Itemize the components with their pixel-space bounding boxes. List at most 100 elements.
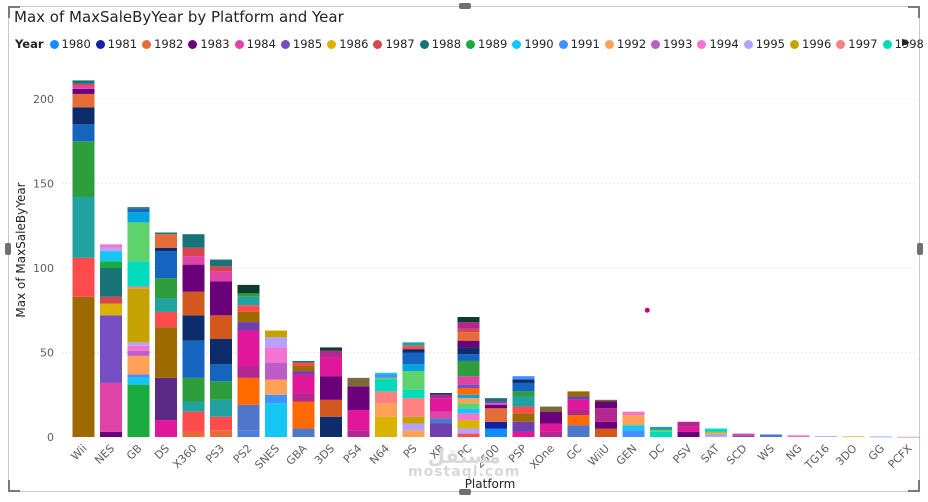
bar-segment-GBA[interactable] (292, 366, 315, 372)
bar-segment-PC[interactable] (457, 420, 480, 429)
bar-segment-PS2[interactable] (237, 377, 260, 405)
bar-segment-PSP[interactable] (512, 431, 535, 437)
bar-segment-PS[interactable] (402, 349, 425, 353)
legend-entry-1992[interactable]: 1992 (604, 37, 646, 51)
bar-segment-GC[interactable] (567, 409, 590, 416)
bar-segment-SNES[interactable] (265, 347, 287, 363)
bar-segment-X360[interactable] (182, 315, 205, 341)
bar-segment-GB[interactable] (127, 384, 150, 437)
bar-segment-PS2[interactable] (237, 322, 260, 331)
bar-segment-N64[interactable] (375, 372, 397, 375)
bar-segment-PC[interactable] (457, 384, 480, 388)
bar-segment-N64[interactable] (375, 391, 397, 404)
bar-segment-XB[interactable] (430, 394, 452, 399)
bar-segment-DS[interactable] (155, 251, 177, 279)
bar-segment-PC[interactable] (457, 340, 480, 348)
bar-segment-PC[interactable] (457, 328, 480, 333)
bar-segment-DS[interactable] (155, 327, 177, 378)
bar-segment-Wii[interactable] (72, 141, 95, 198)
bar-segment-DS[interactable] (155, 311, 177, 328)
bar-segment-GB[interactable] (127, 212, 150, 223)
bar-segment-PS4[interactable] (347, 409, 370, 431)
bar-segment-GBA[interactable] (292, 428, 315, 437)
bar-segment-PS4[interactable] (347, 377, 370, 387)
bar-segment-GB[interactable] (127, 207, 150, 209)
legend-entry-1989[interactable]: 1989 (466, 37, 507, 51)
bar-segment-2600[interactable] (485, 401, 507, 404)
bar-segment-PS2[interactable] (237, 296, 260, 306)
bar-segment-SNES[interactable] (265, 330, 287, 338)
legend-entry-1995[interactable]: 1995 (743, 37, 785, 51)
bar-segment-2600[interactable] (485, 408, 507, 422)
bar-segment-GC[interactable] (567, 391, 590, 397)
bar-segment-GBA[interactable] (292, 360, 315, 363)
bar-segment-DS[interactable] (155, 247, 177, 252)
bar-segment-PS3[interactable] (210, 416, 232, 431)
bar-segment-PS[interactable] (402, 416, 425, 424)
bar-segment-PS[interactable] (402, 398, 425, 417)
bar-segment-GEN[interactable] (622, 430, 645, 437)
bar-segment-3DS[interactable] (320, 350, 342, 358)
bar-segment-PSP[interactable] (512, 391, 535, 397)
bar-segment-PCFX[interactable] (897, 436, 920, 438)
bar-segment-GBA[interactable] (292, 362, 315, 367)
bar-segment-PS[interactable] (402, 389, 425, 399)
bar-segment-2600[interactable] (485, 428, 507, 437)
bar-segment-X360[interactable] (182, 234, 205, 248)
legend-entry-1996[interactable]: 1996 (790, 37, 831, 51)
legend-entry-1980[interactable]: 1980 (49, 37, 91, 51)
bar-segment-XOne[interactable] (540, 411, 562, 424)
bar-segment-NES[interactable] (100, 247, 122, 252)
legend-entry-1993[interactable]: 1993 (651, 37, 692, 51)
bar-segment-PS4[interactable] (347, 430, 370, 437)
bar-segment-PC[interactable] (457, 408, 480, 414)
bar-segment-Wii[interactable] (72, 83, 95, 86)
bar-segment-DS[interactable] (155, 420, 177, 437)
legend-entry-1985[interactable]: 1985 (280, 37, 322, 51)
bar-segment-XB[interactable] (430, 423, 452, 437)
bar-segment-SNES[interactable] (265, 403, 287, 437)
bar-segment-PS[interactable] (402, 345, 425, 350)
bar-segment-XOne[interactable] (540, 431, 562, 437)
bar-segment-PC[interactable] (457, 322, 480, 329)
bar-segment-GC[interactable] (567, 396, 590, 400)
bar-segment-PS3[interactable] (210, 315, 232, 339)
bar-segment-3DS[interactable] (320, 416, 342, 437)
bar-segment-DS[interactable] (155, 298, 177, 312)
bar-segment-PC[interactable] (457, 413, 480, 421)
legend-entry-1983[interactable]: 1983 (188, 37, 230, 51)
bar-segment-PC[interactable] (457, 398, 480, 404)
bar-segment-GC[interactable] (567, 415, 590, 426)
bar-segment-GB[interactable] (127, 208, 150, 213)
bar-segment-PC[interactable] (457, 354, 480, 361)
bar-segment-WiiU[interactable] (595, 428, 617, 437)
bar-segment-SAT[interactable] (705, 431, 727, 434)
bar-segment-DS[interactable] (155, 278, 177, 299)
bar-segment-PSP[interactable] (512, 379, 535, 383)
bar-segment-3DS[interactable] (320, 347, 342, 351)
bar-segment-PSP[interactable] (512, 396, 535, 407)
bar-segment-PSP[interactable] (512, 421, 535, 432)
bar-segment-X360[interactable] (182, 377, 205, 402)
bar-segment-PS[interactable] (402, 364, 425, 372)
bar-segment-Wii[interactable] (72, 80, 95, 84)
bar-segment-NES[interactable] (100, 261, 122, 268)
bar-segment-XB[interactable] (430, 411, 452, 419)
bar-segment-X360[interactable] (182, 411, 205, 432)
bar-segment-SCD[interactable] (732, 433, 755, 436)
bar-segment-WiiU[interactable] (595, 399, 617, 402)
bar-segment-PS2[interactable] (237, 404, 260, 431)
bar-segment-X360[interactable] (182, 431, 205, 437)
bar-segment-NES[interactable] (100, 251, 122, 262)
legend-entry-1988[interactable]: 1988 (419, 37, 461, 51)
bar-segment-SNES[interactable] (265, 362, 287, 380)
bar-segment-GEN[interactable] (622, 425, 645, 431)
bar-segment-GB[interactable] (127, 286, 150, 289)
bar-segment-PS2[interactable] (237, 330, 260, 367)
legend-entry-1998[interactable]: 1998 (882, 37, 924, 51)
bar-segment-PS2[interactable] (237, 311, 260, 323)
bar-segment-N64[interactable] (375, 416, 397, 437)
bar-segment-PC[interactable] (457, 403, 480, 409)
bar-segment-Wii[interactable] (72, 197, 95, 258)
resize-handle-right[interactable] (917, 243, 923, 255)
